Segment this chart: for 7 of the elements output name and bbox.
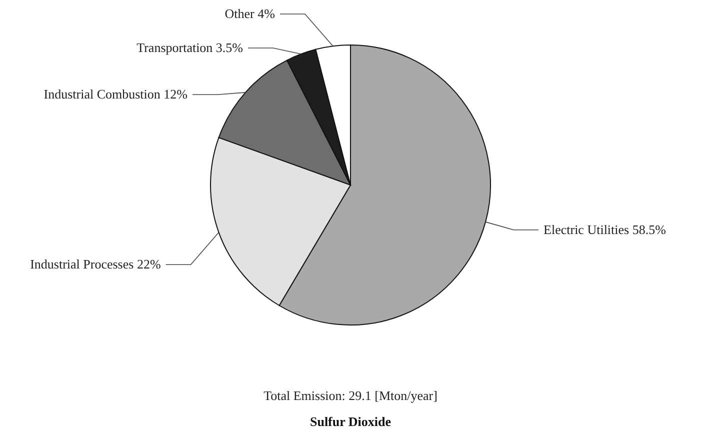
text: Total Emission: 29.1 [Mton/year] [262,388,438,404]
slice-label: Industrial Combustion 12% [44,86,188,102]
slice-label: Transportation 3.5% [136,40,244,55]
text: Sulfur Dioxide [308,414,392,430]
slice-label: Electric Utilities 58.5% [544,222,666,237]
slice-label: Other 4% [224,6,276,21]
slice-label: Industrial Processes 22% [30,256,161,272]
